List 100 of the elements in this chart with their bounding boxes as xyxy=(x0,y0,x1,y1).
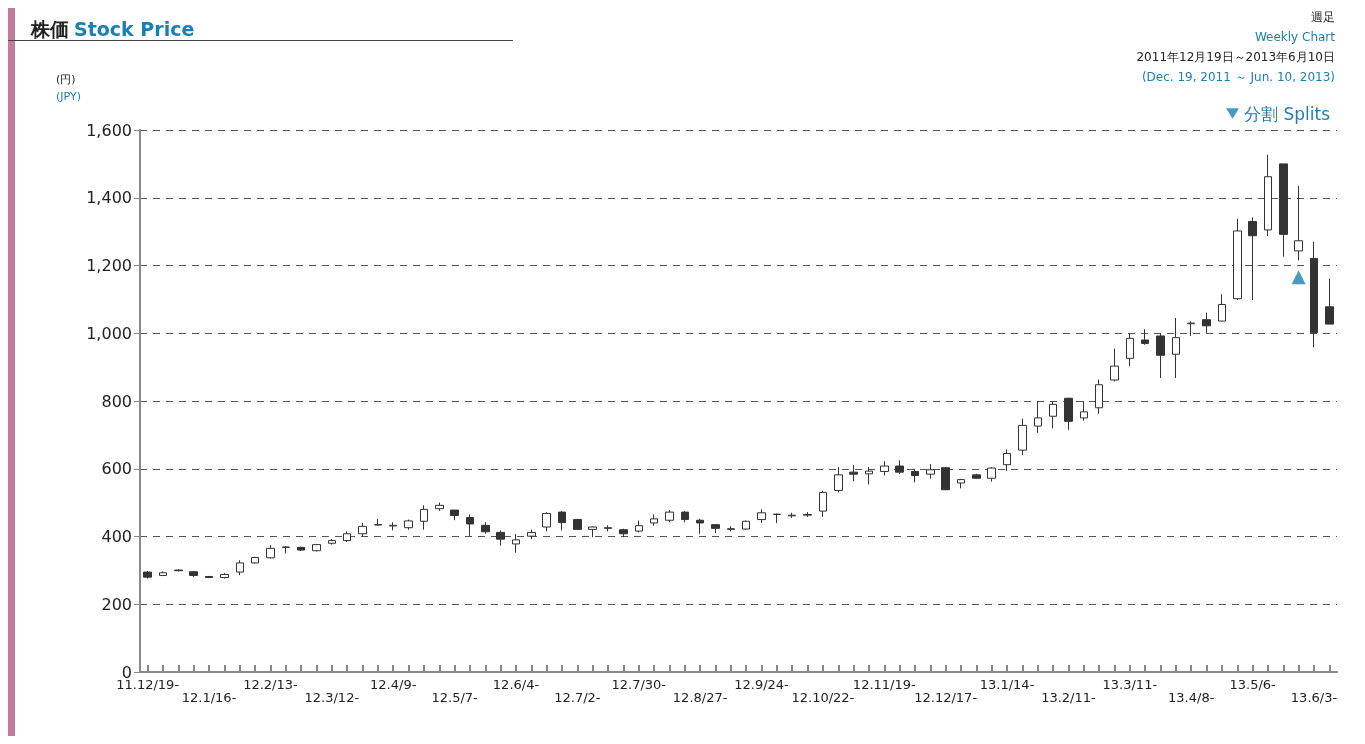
candlestick xyxy=(895,459,904,475)
x-tick-label: 12.6/4- xyxy=(492,677,540,692)
chart-title: 株価 Stock Price xyxy=(30,17,195,40)
candlestick xyxy=(1187,320,1195,337)
candlestick xyxy=(512,533,520,554)
candlestick xyxy=(189,570,198,578)
candlestick xyxy=(1095,379,1103,415)
candlestick xyxy=(696,518,704,535)
candlestick xyxy=(205,575,213,579)
candlestick xyxy=(282,545,290,554)
candlestick xyxy=(1126,332,1134,367)
text: Weekly Chart xyxy=(1254,30,1336,44)
candlestick xyxy=(496,529,505,547)
text: 週足 xyxy=(1311,10,1335,24)
candlestick xyxy=(220,572,229,580)
candlestick xyxy=(174,568,183,572)
x-tick-label: 12.8/27- xyxy=(672,690,728,705)
y-tick-label: 1,400 xyxy=(86,188,132,208)
candlestick xyxy=(404,519,413,531)
x-tick-label: 12.7/2- xyxy=(554,690,601,705)
candlestick xyxy=(865,466,873,485)
x-tick-label: 11.12/19- xyxy=(116,677,180,692)
candlestick xyxy=(987,466,996,483)
x-tick-label: 13.1/14- xyxy=(979,677,1035,692)
candlestick xyxy=(558,510,566,531)
candlestick xyxy=(159,570,167,577)
candlestick xyxy=(849,464,858,482)
x-tick-label: 13.2/11- xyxy=(1041,690,1097,705)
x-tick-label: 12.12/17- xyxy=(914,690,978,705)
candlestick xyxy=(588,525,597,538)
candlestick xyxy=(1248,216,1257,301)
candlestick xyxy=(1156,332,1165,379)
candlestick xyxy=(619,528,628,538)
candlestick xyxy=(1325,278,1334,325)
candlestick xyxy=(681,510,689,523)
candlestick xyxy=(757,508,766,524)
candlestick xyxy=(1172,317,1180,379)
candlestick xyxy=(819,490,827,518)
candlestick xyxy=(1233,218,1242,301)
candlestick xyxy=(803,511,812,518)
legend-label: 分割 Splits xyxy=(1244,103,1331,124)
y-tick-label: 1,600 xyxy=(86,120,132,140)
candlestick xyxy=(527,529,536,540)
candlestick xyxy=(481,521,490,535)
candlestick xyxy=(312,543,321,552)
candlestick xyxy=(1264,154,1272,237)
x-tick-label: 12.5/7- xyxy=(431,690,479,705)
candlestick xyxy=(1110,347,1119,382)
y-tick-label: 200 xyxy=(101,594,132,614)
x-tick-label: 12.9/24- xyxy=(734,677,790,692)
candlestick xyxy=(251,556,259,565)
candlestick xyxy=(435,502,444,512)
x-tick-label: 12.10/22- xyxy=(791,690,855,705)
candlestick xyxy=(236,559,244,576)
y-tick-label: 600 xyxy=(101,459,132,479)
y-tick-label: 1,000 xyxy=(86,323,132,343)
candlestick xyxy=(389,521,397,531)
candlestick xyxy=(834,466,843,493)
x-tick-label: 12.4/9- xyxy=(370,677,417,692)
candlestick xyxy=(1279,163,1288,258)
candlestick xyxy=(1034,400,1042,434)
candlestick xyxy=(1003,448,1011,472)
candlestick xyxy=(650,513,658,527)
candlestick xyxy=(926,463,935,480)
x-tick-label: 12.7/30- xyxy=(611,677,667,692)
candlestick xyxy=(1218,293,1226,322)
x-tick-label: 12.2/13- xyxy=(243,677,299,692)
candlestick xyxy=(711,523,720,534)
candlestick xyxy=(343,530,351,543)
y-tick-label: 800 xyxy=(101,391,132,411)
x-tick-label: 12.1/16- xyxy=(181,690,237,705)
candlestick xyxy=(420,504,428,531)
candlestick xyxy=(542,511,551,532)
x-tick-label: 12.3/12- xyxy=(304,690,360,705)
candlestick xyxy=(604,524,612,532)
x-tick-label: 13.6/3- xyxy=(1290,690,1338,705)
candlestick xyxy=(635,520,643,533)
x-tick-label: 12.11/19- xyxy=(852,677,916,692)
candlestick xyxy=(911,468,919,483)
candlestick xyxy=(1080,400,1088,422)
x-tick-label: 13.4/8- xyxy=(1168,690,1215,705)
candlestick xyxy=(328,538,336,546)
x-tick-label: 13.3/11- xyxy=(1102,677,1158,692)
candlestick xyxy=(1018,418,1027,456)
candlestick xyxy=(450,509,459,521)
candlestick xyxy=(742,520,750,531)
candlestick xyxy=(573,518,582,531)
y-tick-label: 1,200 xyxy=(86,256,132,275)
candlestick xyxy=(727,525,735,532)
candlestick xyxy=(1064,397,1073,431)
candlestick xyxy=(972,473,981,480)
candlestick xyxy=(374,518,382,527)
candlestick xyxy=(266,544,275,560)
y-tick-label: 400 xyxy=(101,527,132,546)
candlestick xyxy=(1049,400,1057,429)
candlestick xyxy=(1294,185,1303,261)
candlestick xyxy=(941,466,950,491)
text: 2011年12月19日～2013年6月10日 xyxy=(1136,50,1336,64)
x-tick-label: 13.5/6- xyxy=(1229,677,1277,692)
candlestick xyxy=(466,513,474,537)
